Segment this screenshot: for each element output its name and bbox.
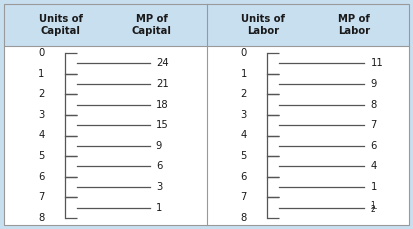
Text: 2: 2 (241, 89, 247, 99)
Text: 9: 9 (156, 141, 162, 151)
Text: 1: 1 (241, 69, 247, 79)
Text: 4: 4 (38, 131, 45, 141)
Text: 8: 8 (370, 100, 377, 109)
Text: 21: 21 (156, 79, 169, 89)
Text: 4: 4 (241, 131, 247, 141)
Text: MP of
Labor: MP of Labor (338, 14, 370, 36)
Text: 2: 2 (370, 205, 375, 214)
Text: 0: 0 (241, 48, 247, 58)
Bar (4, 46, 409, 225)
Text: MP of
Capital: MP of Capital (132, 14, 172, 36)
Text: 18: 18 (156, 100, 169, 109)
Text: 7: 7 (38, 192, 45, 202)
Text: 6: 6 (241, 172, 247, 182)
Text: 8: 8 (38, 213, 45, 223)
Text: 9: 9 (370, 79, 377, 89)
Text: 1: 1 (370, 182, 377, 192)
Text: 6: 6 (370, 141, 377, 151)
Text: 11: 11 (370, 58, 383, 68)
Text: 8: 8 (241, 213, 247, 223)
Text: Units of
Labor: Units of Labor (241, 14, 285, 36)
Text: 15: 15 (156, 120, 169, 130)
Text: 7: 7 (370, 120, 377, 130)
Text: 6: 6 (156, 161, 162, 172)
Text: 1: 1 (156, 203, 162, 213)
Text: 1: 1 (38, 69, 45, 79)
Text: 6: 6 (38, 172, 45, 182)
Text: 3: 3 (241, 110, 247, 120)
Text: 24: 24 (156, 58, 169, 68)
Text: 2: 2 (38, 89, 45, 99)
Text: 5: 5 (38, 151, 45, 161)
Text: 0: 0 (38, 48, 45, 58)
Text: 3: 3 (38, 110, 45, 120)
Text: 3: 3 (156, 182, 162, 192)
Text: 5: 5 (241, 151, 247, 161)
Text: 1: 1 (370, 201, 375, 210)
Text: 7: 7 (241, 192, 247, 202)
Text: 4: 4 (370, 161, 377, 172)
Text: Units of
Capital: Units of Capital (39, 14, 83, 36)
